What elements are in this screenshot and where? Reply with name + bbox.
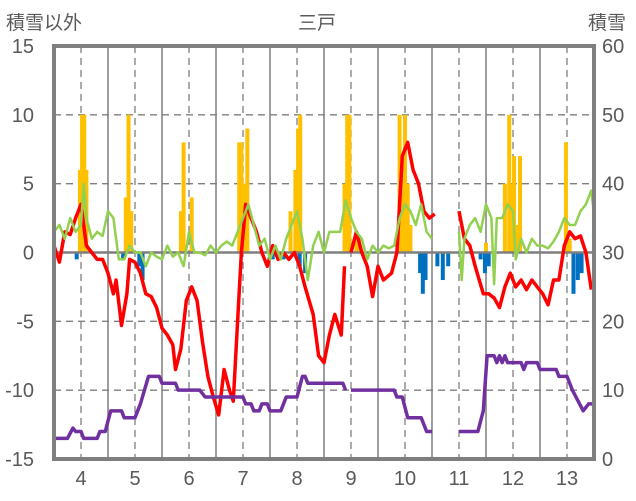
x-tick-label: 7 — [237, 468, 248, 490]
positive-bar — [237, 142, 242, 253]
x-tick-label: 5 — [129, 468, 140, 490]
negative-bar — [478, 252, 483, 260]
purple-series-line — [459, 354, 594, 434]
positive-bar — [512, 156, 517, 253]
left-axis-title: 積雪以外 — [6, 12, 83, 34]
x-tick-label: 13 — [556, 468, 578, 490]
negative-bar — [121, 252, 126, 260]
green-series-line — [457, 189, 596, 286]
x-tick-label: 10 — [394, 468, 416, 490]
left-tick-label: -10 — [5, 380, 34, 402]
positive-bar — [178, 211, 183, 253]
positive-bar — [400, 156, 405, 253]
negative-bar — [440, 252, 445, 281]
positive-bar — [405, 183, 410, 253]
negative-bar — [270, 252, 275, 260]
positive-bar — [347, 114, 352, 253]
positive-bar — [239, 142, 244, 253]
positive-bar — [502, 183, 507, 253]
right-tick-label: 10 — [602, 380, 624, 402]
positive-bar — [293, 169, 298, 253]
x-tick-label: 9 — [345, 468, 356, 490]
left-tick-label: 5 — [23, 174, 34, 196]
positive-bar — [296, 128, 301, 253]
left-tick-label: 0 — [23, 243, 34, 265]
right-tick-label: 0 — [602, 449, 613, 471]
right-axis-title: 積雪 — [588, 12, 627, 34]
red-series-line — [52, 202, 347, 417]
positive-bar — [563, 142, 568, 253]
positive-bar — [567, 238, 572, 253]
negative-bar — [420, 252, 425, 294]
red-series-line — [457, 210, 594, 310]
positive-bar — [507, 114, 512, 253]
negative-bar — [137, 252, 142, 267]
right-tick-label: 50 — [602, 105, 624, 127]
negative-bar — [571, 252, 576, 294]
positive-bar — [509, 183, 514, 253]
negative-bar — [435, 252, 440, 267]
positive-bar — [345, 114, 350, 253]
left-tick-label: -5 — [16, 311, 34, 333]
left-tick-label: -15 — [5, 449, 34, 471]
purple-series-line — [351, 388, 432, 434]
negative-bar — [281, 252, 286, 260]
positive-bar — [514, 224, 519, 253]
positive-bar — [129, 211, 134, 253]
positive-bar — [354, 231, 359, 253]
positive-bar — [80, 114, 85, 253]
left-tick-label: 10 — [12, 105, 34, 127]
positive-bar — [403, 114, 407, 253]
negative-bar — [297, 252, 302, 267]
negative-bar — [486, 252, 491, 267]
left-tick-label: 15 — [12, 36, 34, 58]
x-tick-label: 11 — [449, 468, 470, 490]
negative-bar — [423, 252, 428, 281]
negative-bar — [579, 252, 584, 274]
positive-bar — [245, 128, 250, 253]
negative-bar — [74, 252, 79, 260]
positive-bar — [298, 114, 303, 253]
positive-bar — [181, 142, 186, 253]
right-tick-label: 30 — [602, 243, 624, 265]
x-tick-label: 12 — [502, 468, 524, 490]
positive-bar — [518, 156, 523, 253]
x-tick-label: 8 — [291, 468, 302, 490]
positive-bar — [342, 183, 347, 253]
positive-bar — [408, 224, 413, 253]
negative-bar — [140, 252, 145, 281]
positive-bar — [288, 211, 293, 253]
positive-bar — [126, 114, 131, 253]
x-tick-label: 4 — [75, 468, 86, 490]
x-tick-label: 6 — [183, 468, 194, 490]
negative-bar — [446, 252, 451, 267]
right-tick-label: 40 — [602, 174, 624, 196]
negative-bar — [418, 252, 423, 274]
chart-title: 三戸 — [298, 12, 337, 34]
purple-series-line — [54, 374, 348, 441]
positive-bar — [484, 242, 488, 253]
positive-bar — [189, 197, 194, 253]
red-series-line — [349, 140, 436, 299]
plot-frame — [52, 44, 596, 461]
negative-bar — [575, 252, 580, 281]
positive-bar — [123, 197, 128, 253]
negative-bar — [482, 252, 487, 274]
right-tick-label: 60 — [602, 36, 624, 58]
right-tick-label: 20 — [602, 311, 624, 333]
green-series-line — [53, 182, 433, 282]
